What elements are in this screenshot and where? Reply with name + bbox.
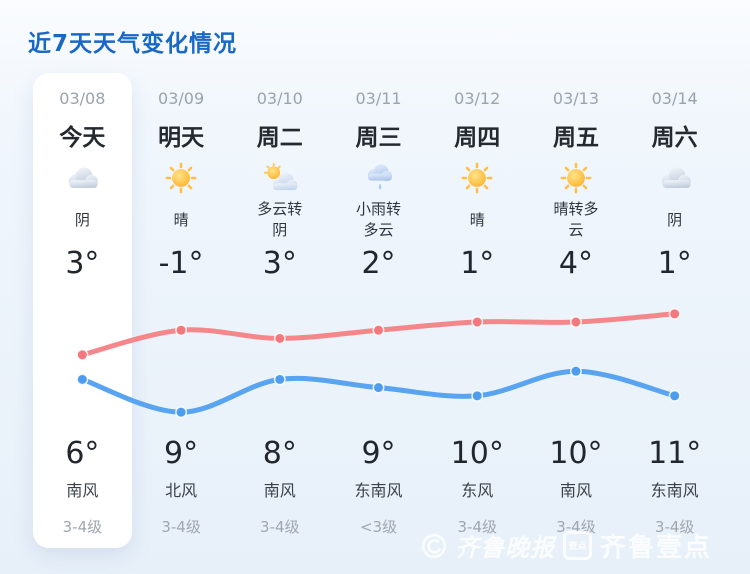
day-label: 今天 — [59, 125, 106, 151]
wind-level: 3-4级 — [654, 518, 695, 536]
wind-level: <3级 — [359, 518, 398, 536]
day-label: 周二 — [256, 125, 303, 151]
light-rain-icon — [329, 159, 428, 197]
day-column-tomorrow[interactable]: 03/09 明天 晴 -1° 9° 北风 3-4级 — [132, 73, 231, 548]
partly-cloudy-icon — [230, 159, 329, 197]
chart-gap — [329, 287, 428, 435]
wind-level: 3-4级 — [161, 518, 201, 536]
day-columns: 03/08 今天 阴 3° 6° 南风 3-4级 03/09 明天 晴 -1° … — [33, 73, 724, 548]
wind-direction: 东南风 — [650, 481, 699, 500]
day-column-wednesday[interactable]: 03/11 周三 小雨转 多云 2° 9° 东南风 <3级 — [329, 73, 428, 548]
chart-gap — [527, 287, 626, 435]
high-temp: 9° — [361, 436, 396, 471]
qilu-evening-news-logo-icon — [421, 533, 447, 558]
low-temp: 1° — [657, 246, 692, 281]
day-column-thursday[interactable]: 03/12 周四 晴 1° 10° 东风 3-4级 — [428, 73, 527, 548]
forecast-grid: 03/08 今天 阴 3° 6° 南风 3-4级 03/09 明天 晴 -1° … — [33, 73, 724, 548]
chart-gap — [33, 287, 132, 435]
day-column-friday[interactable]: 03/13 周五 晴转多 云 4° 10° 南风 3-4级 — [527, 73, 626, 548]
overcast-icon — [625, 159, 724, 197]
weather-desc: 晴转多 云 — [553, 200, 599, 239]
high-temp: 10° — [549, 436, 603, 471]
weather-desc: 阴 — [74, 210, 90, 229]
date-label: 03/10 — [256, 89, 303, 108]
high-temp: 10° — [450, 436, 504, 471]
high-temp: 6° — [65, 436, 100, 471]
sunny-icon — [527, 159, 626, 197]
day-label: 周四 — [454, 125, 501, 151]
page-title: 近7天天气变化情况 — [28, 31, 238, 57]
wind-level: 3-4级 — [62, 518, 103, 536]
watermark-badge-text: 壹点 — [568, 542, 587, 552]
wind-level: 3-4级 — [260, 518, 300, 536]
day-label: 周三 — [355, 125, 402, 151]
weather-desc: 晴 — [469, 210, 485, 229]
wind-direction: 北风 — [165, 481, 198, 500]
low-temp: 3° — [65, 246, 100, 281]
wind-direction: 南风 — [66, 481, 99, 500]
yidian-logo-icon: 壹点 — [562, 531, 592, 560]
high-temp: 11° — [648, 436, 702, 471]
sunny-icon — [428, 159, 527, 197]
low-temp: 3° — [262, 246, 297, 281]
date-label: 03/13 — [552, 89, 599, 108]
day-label: 周六 — [651, 125, 698, 151]
weather-desc: 阴 — [667, 210, 683, 229]
low-temp: 4° — [558, 246, 593, 281]
temperature-chart — [76, 307, 681, 419]
weather-desc: 小雨转 多云 — [356, 200, 402, 239]
sunny-icon — [132, 159, 231, 197]
wind-level: 3-4级 — [457, 518, 497, 536]
date-label: 03/11 — [355, 89, 402, 108]
high-temp: 8° — [262, 436, 297, 471]
wind-direction: 东南风 — [354, 481, 403, 500]
watermark-brand2: 齐鲁壹点 — [599, 533, 712, 563]
date-label: 03/14 — [651, 89, 698, 108]
low-temp: 2° — [361, 246, 396, 281]
date-label: 03/12 — [454, 89, 501, 108]
wind-direction: 东风 — [461, 481, 494, 500]
wind-direction: 南风 — [559, 481, 592, 500]
overcast-icon — [33, 159, 132, 197]
day-label: 明天 — [158, 125, 205, 151]
low-temp: 1° — [460, 246, 495, 281]
watermark-brand1: 齐鲁晚报 — [454, 533, 555, 562]
weather-desc: 多云转 阴 — [257, 200, 303, 239]
weather-desc: 晴 — [173, 210, 189, 229]
chart-gap — [625, 287, 724, 435]
high-temp: 9° — [164, 436, 199, 471]
date-label: 03/08 — [59, 89, 106, 108]
low-temp: -1° — [158, 246, 204, 281]
today-highlight-card — [33, 73, 132, 548]
day-column-tuesday[interactable]: 03/10 周二 多云转 阴 3° 8° 南风 3-4级 — [230, 73, 329, 548]
day-column-today[interactable]: 03/08 今天 阴 3° 6° 南风 3-4级 — [33, 73, 132, 548]
watermark: 齐鲁晚报 壹点 齐鲁壹点 — [421, 527, 712, 564]
date-label: 03/09 — [158, 89, 205, 108]
chart-gap — [428, 287, 527, 435]
day-label: 周五 — [552, 125, 599, 151]
wind-direction: 南风 — [263, 481, 296, 500]
day-column-saturday[interactable]: 03/14 周六 阴 1° 11° 东南风 3-4级 — [625, 73, 724, 548]
chart-gap — [230, 287, 329, 435]
chart-gap — [132, 287, 231, 435]
